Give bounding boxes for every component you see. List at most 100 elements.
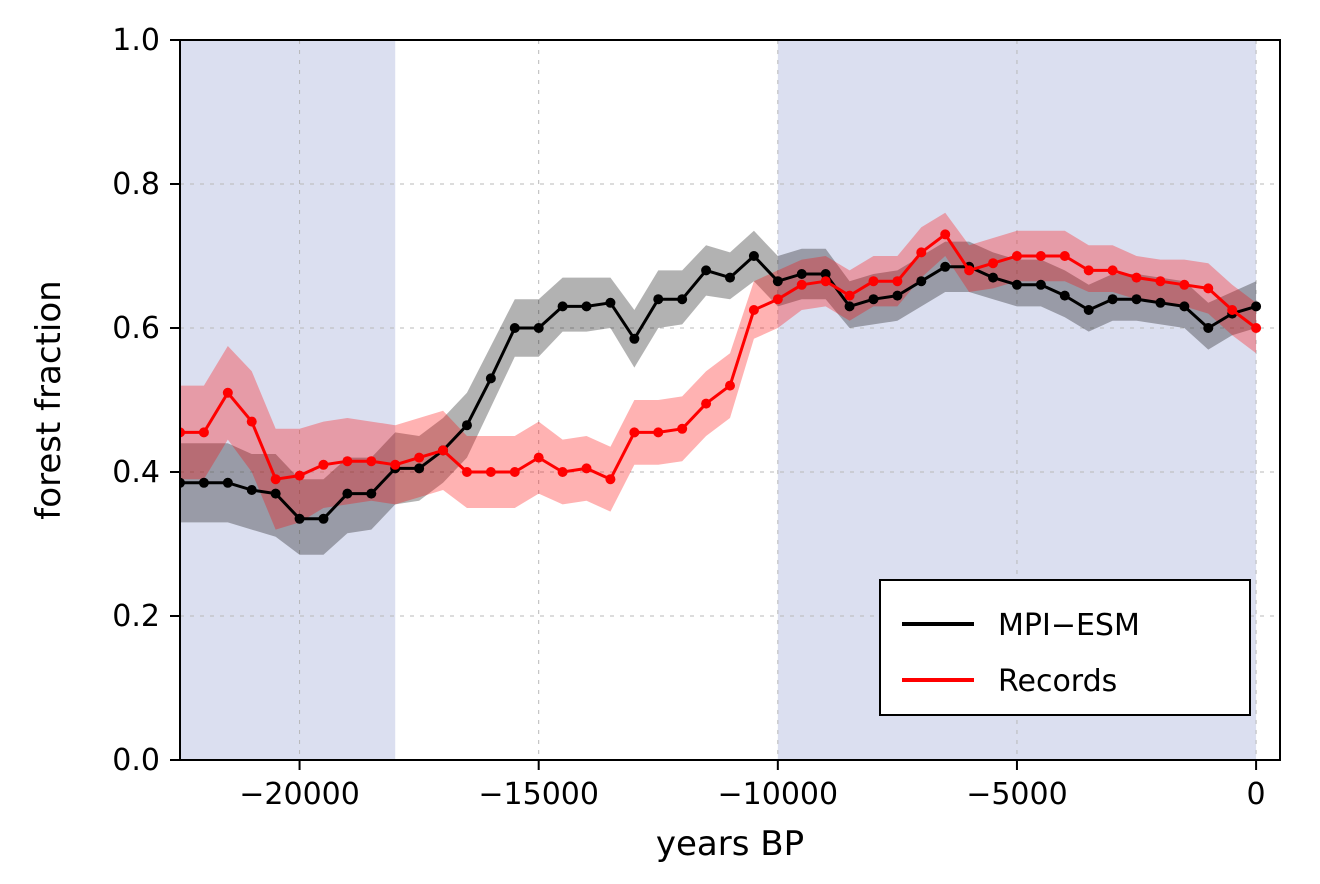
marker-mpi <box>701 265 711 275</box>
marker-mpi <box>534 323 544 333</box>
marker-mpi <box>677 294 687 304</box>
ytick-label: 0.8 <box>112 167 160 202</box>
marker-mpi <box>940 262 950 272</box>
marker-records <box>199 427 209 437</box>
marker-mpi <box>342 489 352 499</box>
marker-records <box>1132 273 1142 283</box>
marker-mpi <box>773 276 783 286</box>
marker-records <box>247 417 257 427</box>
marker-mpi <box>1179 301 1189 311</box>
marker-mpi <box>414 463 424 473</box>
marker-records <box>534 453 544 463</box>
marker-records <box>438 445 448 455</box>
marker-records <box>510 467 520 477</box>
ytick-label: 0.6 <box>112 311 160 346</box>
legend-label-records: Records <box>998 664 1117 699</box>
marker-records <box>940 229 950 239</box>
marker-mpi <box>271 489 281 499</box>
marker-records <box>223 388 233 398</box>
marker-mpi <box>605 298 615 308</box>
marker-mpi <box>845 301 855 311</box>
marker-mpi <box>510 323 520 333</box>
marker-records <box>462 467 472 477</box>
marker-mpi <box>366 489 376 499</box>
legend-label-mpi: MPI−ESM <box>998 608 1140 643</box>
marker-mpi <box>558 301 568 311</box>
marker-mpi <box>868 294 878 304</box>
marker-mpi <box>653 294 663 304</box>
marker-mpi <box>223 478 233 488</box>
ytick-label: 1.0 <box>112 23 160 58</box>
marker-records <box>366 456 376 466</box>
marker-records <box>845 291 855 301</box>
marker-mpi <box>916 276 926 286</box>
marker-records <box>892 276 902 286</box>
marker-records <box>868 276 878 286</box>
marker-mpi <box>582 301 592 311</box>
xtick-label: −15000 <box>478 777 599 812</box>
x-axis-label: years BP <box>656 824 804 864</box>
marker-records <box>653 427 663 437</box>
marker-records <box>390 460 400 470</box>
marker-records <box>701 399 711 409</box>
marker-records <box>605 474 615 484</box>
marker-mpi <box>988 273 998 283</box>
marker-records <box>414 453 424 463</box>
marker-mpi <box>1012 280 1022 290</box>
marker-records <box>1108 265 1118 275</box>
marker-records <box>1155 276 1165 286</box>
marker-records <box>916 247 926 257</box>
ytick-label: 0.2 <box>112 599 160 634</box>
marker-records <box>1036 251 1046 261</box>
marker-records <box>725 381 735 391</box>
marker-records <box>558 467 568 477</box>
marker-mpi <box>749 251 759 261</box>
chart-svg: −20000 −15000 −10000 −5000 0 0.0 0.2 0.4 0.6 0.8 1… <box>0 0 1320 884</box>
marker-mpi <box>486 373 496 383</box>
marker-mpi <box>462 420 472 430</box>
marker-records <box>1084 265 1094 275</box>
marker-records <box>342 456 352 466</box>
marker-mpi <box>1203 323 1213 333</box>
marker-mpi <box>1060 291 1070 301</box>
ytick-label: 0.0 <box>112 743 160 778</box>
marker-records <box>1203 283 1213 293</box>
figure-container: −20000 −15000 −10000 −5000 0 0.0 0.2 0.4 0.6 0.8 1… <box>0 0 1320 884</box>
marker-records <box>1060 251 1070 261</box>
marker-mpi <box>1251 301 1261 311</box>
marker-mpi <box>1036 280 1046 290</box>
marker-records <box>1227 305 1237 315</box>
marker-records <box>1251 323 1261 333</box>
marker-mpi <box>318 514 328 524</box>
marker-mpi <box>247 485 257 495</box>
xtick-label: −20000 <box>239 777 360 812</box>
marker-records <box>582 463 592 473</box>
marker-records <box>821 276 831 286</box>
marker-records <box>773 294 783 304</box>
ytick-label: 0.4 <box>112 455 160 490</box>
marker-records <box>964 265 974 275</box>
marker-records <box>1012 251 1022 261</box>
marker-records <box>677 424 687 434</box>
marker-mpi <box>892 291 902 301</box>
marker-records <box>318 460 328 470</box>
marker-records <box>1179 280 1189 290</box>
xtick-label: −5000 <box>966 777 1067 812</box>
marker-mpi <box>1155 298 1165 308</box>
marker-records <box>271 474 281 484</box>
marker-mpi <box>295 514 305 524</box>
marker-records <box>295 471 305 481</box>
marker-mpi <box>629 334 639 344</box>
marker-mpi <box>199 478 209 488</box>
marker-records <box>486 467 496 477</box>
marker-records <box>797 280 807 290</box>
marker-records <box>749 305 759 315</box>
marker-mpi <box>725 273 735 283</box>
xtick-label: 0 <box>1247 777 1266 812</box>
marker-mpi <box>797 269 807 279</box>
xtick-label: −10000 <box>718 777 839 812</box>
marker-records <box>988 258 998 268</box>
marker-records <box>629 427 639 437</box>
y-axis-label: forest fraction <box>29 280 69 519</box>
marker-mpi <box>1132 294 1142 304</box>
